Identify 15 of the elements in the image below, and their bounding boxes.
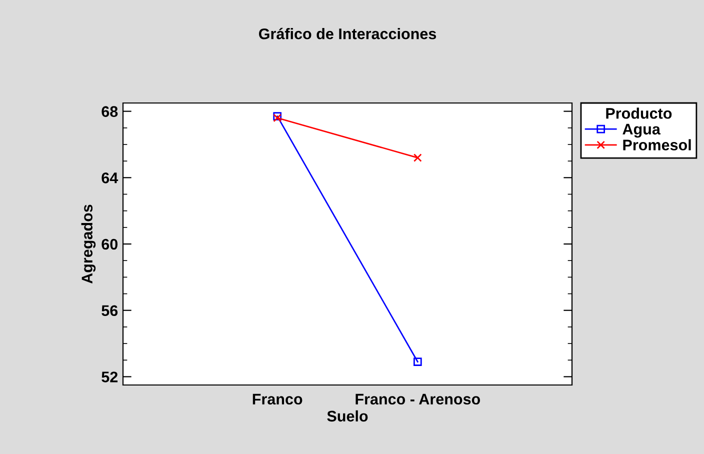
y-tick-label: 56: [102, 305, 118, 316]
legend-label: Agua: [622, 124, 661, 138]
x-axis-title: Suelo: [327, 410, 368, 422]
y-tick-label: 52: [102, 372, 118, 382]
chart-title: Gráfico de Interacciones: [258, 28, 436, 40]
x-tick-label: Franco: [252, 394, 302, 405]
point: [413, 154, 422, 162]
y-tick-label: 64: [102, 172, 118, 184]
legend-label: Promesol: [623, 139, 691, 150]
y-axis-title: Agregados: [81, 204, 96, 284]
y-tick-label: 68: [102, 106, 118, 117]
x-tick-label: Franco - Arenoso: [356, 394, 480, 405]
point: [413, 358, 422, 366]
y-tick-label: 60: [102, 238, 118, 250]
legend-title: Producto: [606, 108, 672, 119]
